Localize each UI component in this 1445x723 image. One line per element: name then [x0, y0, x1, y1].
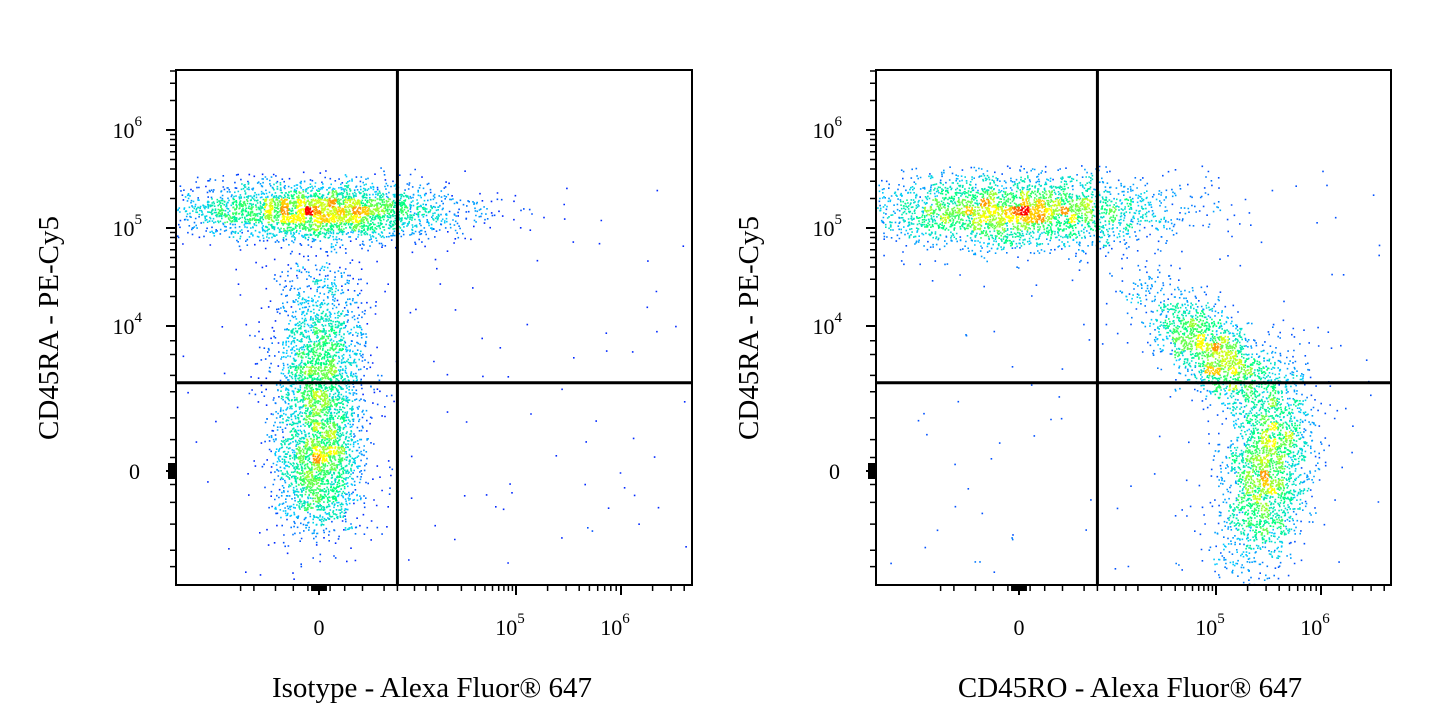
y-tick-exponent: 6 — [835, 114, 843, 130]
density-dots — [877, 165, 1381, 586]
x-tick-exponent: 6 — [622, 611, 630, 627]
y-tick-label: 105 — [113, 212, 143, 241]
x-tick-base: 10 — [495, 615, 517, 640]
y-tick-base: 10 — [813, 118, 835, 143]
event-dots — [177, 168, 594, 568]
y-axis-title: CD45RA - PE-Cy5 — [733, 216, 765, 440]
y-axis-title: CD45RA - PE-Cy5 — [33, 216, 65, 440]
y-tick-exponent: 4 — [135, 310, 143, 326]
x-tick-exponent: 6 — [1322, 611, 1330, 627]
y-tick-label: 106 — [113, 114, 143, 143]
x-tick-base: 10 — [600, 615, 622, 640]
y-tick-label: 104 — [113, 310, 143, 339]
x-tick-base: 10 — [1300, 615, 1322, 640]
event-dots — [184, 183, 440, 531]
x-tick-label: 0 — [1014, 615, 1025, 640]
event-dots — [878, 175, 1304, 567]
y-tick-label: 0 — [829, 459, 840, 484]
plot-frame — [875, 69, 1392, 586]
event-dots — [1012, 206, 1022, 216]
y-tick-label: 106 — [813, 114, 843, 143]
x-tick-base: 10 — [1195, 615, 1217, 640]
event-dots — [216, 190, 425, 496]
x-tick-label: 105 — [495, 611, 525, 640]
plot-axes — [866, 69, 1392, 595]
y-tick-exponent: 4 — [835, 310, 843, 326]
event-dots — [193, 182, 440, 527]
x-tick-exponent: 5 — [1217, 611, 1225, 627]
x-tick-exponent: 5 — [517, 611, 525, 627]
event-dots — [304, 206, 314, 216]
plot-axes — [166, 69, 693, 595]
minor-ticks — [868, 70, 1385, 591]
y-tick-base: 10 — [113, 314, 135, 339]
y-tick-base: 0 — [829, 459, 840, 484]
y-tick-base: 10 — [813, 216, 835, 241]
event-dots — [264, 198, 361, 440]
x-tick-base: 0 — [1014, 615, 1025, 640]
event-dots — [216, 198, 409, 512]
y-tick-exponent: 5 — [835, 212, 843, 228]
density-dots — [177, 167, 687, 580]
event-dots — [182, 170, 687, 580]
y-tick-exponent: 5 — [135, 212, 143, 228]
event-dots — [1020, 206, 1030, 216]
y-tick-label: 0 — [129, 459, 140, 484]
y-tick-exponent: 6 — [135, 114, 143, 130]
y-tick-label: 105 — [813, 212, 843, 241]
event-dots — [881, 165, 1381, 586]
x-tick-label: 105 — [1195, 611, 1225, 640]
y-tick-base: 0 — [129, 459, 140, 484]
event-dots — [916, 190, 1301, 536]
x-axis-title: Isotype - Alexa Fluor® 647 — [272, 672, 592, 704]
x-tick-label: 106 — [600, 611, 630, 640]
event-dots — [932, 190, 1286, 528]
x-axis-title: CD45RO - Alexa Fluor® 647 — [958, 672, 1302, 704]
x-tick-label: 106 — [1300, 611, 1330, 640]
minor-ticks — [168, 70, 685, 591]
x-tick-label: 0 — [314, 615, 325, 640]
y-tick-base: 10 — [113, 216, 135, 241]
y-tick-base: 10 — [113, 118, 135, 143]
plot-frame — [175, 69, 693, 586]
y-tick-base: 10 — [813, 314, 835, 339]
y-tick-label: 104 — [813, 310, 843, 339]
x-tick-base: 0 — [314, 615, 325, 640]
